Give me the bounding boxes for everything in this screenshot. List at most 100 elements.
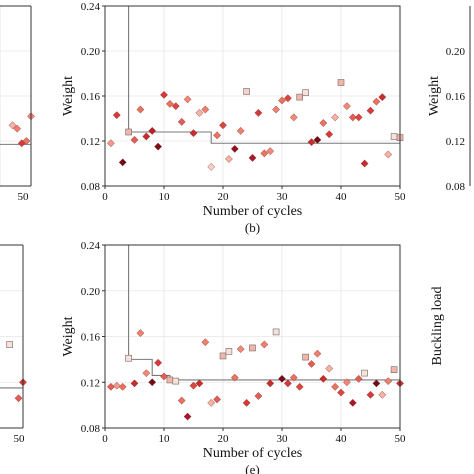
data-point-diamond: [337, 388, 345, 397]
data-point-diamond: [348, 398, 357, 407]
data-point-square: [243, 88, 250, 95]
data-point-diamond: [289, 113, 298, 122]
data-point-diamond: [148, 126, 157, 135]
data-point-diamond: [278, 96, 286, 105]
y-tick-label: 0.12: [446, 136, 465, 148]
data-point-square: [172, 377, 180, 385]
data-point-diamond: [142, 369, 151, 377]
data-point-diamond: [14, 394, 23, 403]
data-point-square: [361, 369, 368, 377]
data-point-diamond: [107, 139, 115, 148]
data-point-square: [272, 328, 280, 336]
data-point-diamond: [384, 377, 393, 385]
data-point-diamond: [325, 130, 334, 139]
x-tick-label: 50: [14, 433, 26, 445]
data-point-square: [249, 344, 256, 352]
y-tick-label: 0.16: [81, 91, 101, 103]
data-point-diamond: [307, 360, 316, 368]
data-point-diamond: [254, 108, 263, 117]
data-point-diamond: [278, 374, 286, 383]
y-axis-label: Buckling load: [430, 287, 445, 366]
data-point-diamond: [112, 111, 121, 120]
data-point-diamond: [348, 113, 357, 122]
x-tick-label: 0: [102, 433, 108, 445]
data-point-square: [125, 354, 132, 362]
data-point-diamond: [378, 390, 387, 399]
y-axis-label: Weight: [61, 76, 76, 116]
data-point-diamond: [112, 381, 121, 390]
data-point-square: [225, 348, 233, 355]
y-tick-label: 0.24: [81, 240, 101, 252]
x-axis-label: Number of cycles: [203, 204, 303, 219]
y-tick-label: 0.12: [81, 377, 100, 389]
data-point-diamond: [254, 392, 263, 400]
data-point-diamond: [319, 119, 328, 127]
data-point-diamond: [183, 412, 192, 421]
data-point-diamond: [230, 144, 239, 153]
data-point-diamond: [213, 131, 221, 140]
y-tick-label: 0.08: [446, 181, 466, 193]
data-point-diamond: [136, 329, 145, 337]
data-point-diamond: [343, 102, 351, 111]
data-point-diamond: [166, 99, 174, 108]
data-point-diamond: [307, 138, 316, 147]
data-point-diamond: [354, 113, 363, 122]
text-layer: 0 10 20 30 40 50 0.08 0.12 0.16 0.20 0.24 Number of…: [14, 1, 466, 474]
data-point-diamond: [248, 153, 257, 162]
data-point-diamond: [325, 364, 334, 373]
data-point-diamond: [360, 159, 369, 168]
data-point-diamond: [136, 105, 145, 114]
data-point-diamond: [372, 97, 381, 106]
data-point-diamond: [195, 379, 204, 388]
data-point-square: [302, 89, 309, 96]
y-tick-label: 0.16: [446, 91, 466, 103]
data-point-diamond: [272, 105, 280, 114]
data-point-diamond: [289, 373, 298, 382]
y-tick-label: 0.24: [81, 1, 101, 13]
axes-frame-layer: [0, 5, 471, 431]
y-axis-label: Weight: [427, 76, 442, 116]
data-point-diamond: [372, 379, 381, 388]
data-point-diamond: [118, 382, 127, 391]
x-tick-label: 0: [102, 191, 108, 203]
best-weight-step-line: [128, 6, 400, 144]
data-point-square: [296, 93, 304, 101]
data-point-diamond: [177, 117, 186, 126]
data-point-diamond: [384, 150, 393, 159]
data-point-diamond: [378, 93, 387, 102]
data-point-diamond: [319, 374, 328, 383]
x-tick-label: 50: [395, 433, 407, 445]
x-tick-label: 50: [395, 191, 407, 203]
data-point-diamond: [171, 102, 180, 111]
data-point-diamond: [201, 105, 210, 114]
points-layer: [6, 79, 404, 421]
data-point-diamond: [331, 113, 339, 122]
data-point-diamond: [284, 94, 292, 103]
x-tick-label: 30: [277, 191, 289, 203]
data-point-square: [125, 128, 132, 136]
data-point-diamond: [189, 129, 198, 138]
x-tick-label: 20: [218, 191, 230, 203]
x-axis-label: Number of cycles: [203, 446, 303, 461]
data-point-diamond: [207, 162, 216, 171]
data-point-diamond: [118, 158, 127, 167]
data-point-diamond: [183, 95, 192, 104]
x-tick-label: 50: [18, 191, 30, 203]
data-point-diamond: [189, 381, 198, 390]
data-point-square: [390, 133, 398, 140]
data-point-diamond: [219, 121, 227, 130]
y-tick-label: 0.20: [81, 286, 101, 298]
data-point-diamond: [177, 396, 186, 405]
data-point-diamond: [130, 135, 139, 144]
data-point-diamond: [260, 340, 269, 349]
data-point-square: [390, 366, 398, 373]
data-point-square: [166, 376, 174, 384]
data-point-diamond: [130, 379, 139, 388]
y-tick-label: 0.08: [81, 423, 101, 435]
data-point-diamond: [242, 398, 251, 407]
y-tick-label: 0.20: [446, 46, 466, 58]
data-point-diamond: [236, 345, 245, 353]
data-point-diamond: [354, 374, 363, 383]
data-point-diamond: [266, 379, 275, 388]
